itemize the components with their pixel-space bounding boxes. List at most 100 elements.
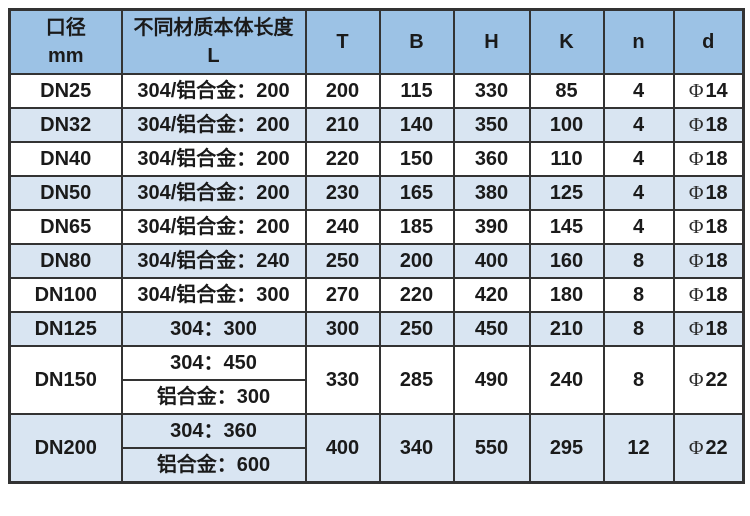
phi-value: 18 bbox=[705, 216, 728, 238]
cell-L: 304/铝合金：200 bbox=[120, 107, 307, 143]
cell-d: Φ 18 bbox=[672, 311, 745, 347]
cell-L: 304：450 bbox=[120, 345, 307, 381]
cell-T: 230 bbox=[304, 175, 381, 211]
cell-n: 4 bbox=[602, 141, 675, 177]
cell-L: 铝合金：600 bbox=[120, 447, 307, 484]
phi-symbol: Φ bbox=[688, 80, 704, 102]
cell-d: Φ 18 bbox=[672, 175, 745, 211]
cell-T: 210 bbox=[304, 107, 381, 143]
cell-K: 125 bbox=[528, 175, 605, 211]
cell-T: 400 bbox=[304, 413, 381, 484]
header-cell-d: d bbox=[672, 8, 745, 75]
cell-B: 285 bbox=[378, 345, 455, 415]
phi-value: 18 bbox=[705, 318, 728, 340]
table-row: DN40 304/铝合金：200 220 150 360 110 4 Φ 18 bbox=[8, 141, 745, 177]
header-label-line: L bbox=[207, 45, 220, 67]
header-cell-T: T bbox=[304, 8, 381, 75]
cell-L: 304/铝合金：240 bbox=[120, 243, 307, 279]
cell-B: 150 bbox=[378, 141, 455, 177]
cell-H: 360 bbox=[452, 141, 531, 177]
cell-H: 450 bbox=[452, 311, 531, 347]
header-label-line: 口径 bbox=[45, 16, 86, 39]
cell-L: 304/铝合金：200 bbox=[120, 141, 307, 177]
cell-d: Φ 18 bbox=[672, 107, 745, 143]
phi-value: 18 bbox=[705, 284, 728, 306]
phi-symbol: Φ bbox=[688, 148, 704, 170]
cell-L: 304：300 bbox=[120, 311, 307, 347]
phi-symbol: Φ bbox=[688, 182, 704, 204]
phi-value: 18 bbox=[705, 182, 728, 204]
table-row: DN125 304：300 300 250 450 210 8 Φ 18 bbox=[8, 311, 745, 347]
table-row: DN25 304/铝合金：200 200 115 330 85 4 Φ 14 bbox=[8, 73, 745, 109]
cell-K: 240 bbox=[528, 345, 605, 415]
cell-H: 490 bbox=[452, 345, 531, 415]
header-label-line: mm bbox=[47, 45, 84, 67]
header-label-line: B bbox=[409, 30, 424, 53]
header-label-line: d bbox=[702, 30, 715, 53]
cell-dn: DN40 bbox=[8, 141, 123, 177]
table-row: DN50 304/铝合金：200 230 165 380 125 4 Φ 18 bbox=[8, 175, 745, 211]
cell-n: 8 bbox=[602, 277, 675, 313]
cell-T: 250 bbox=[304, 243, 381, 279]
cell-K: 180 bbox=[528, 277, 605, 313]
cell-T: 240 bbox=[304, 209, 381, 245]
cell-H: 380 bbox=[452, 175, 531, 211]
header-label-line: 不同材质本体长度 bbox=[133, 16, 294, 39]
cell-dn: DN80 bbox=[8, 243, 123, 279]
cell-L: 304/铝合金：200 bbox=[120, 73, 307, 109]
table-body: DN25 304/铝合金：200 200 115 330 85 4 Φ 14 DN32 304/铝合… bbox=[8, 73, 745, 484]
cell-d: Φ 18 bbox=[672, 141, 745, 177]
phi-value: 18 bbox=[705, 148, 728, 170]
phi-symbol: Φ bbox=[688, 284, 704, 306]
phi-value: 22 bbox=[705, 437, 728, 459]
table-row: DN80 304/铝合金：240 250 200 400 160 8 Φ 18 bbox=[8, 243, 745, 279]
cell-n: 8 bbox=[602, 243, 675, 279]
cell-dn: DN50 bbox=[8, 175, 123, 211]
cell-H: 330 bbox=[452, 73, 531, 109]
cell-T: 300 bbox=[304, 311, 381, 347]
cell-K: 85 bbox=[528, 73, 605, 109]
cell-dn: DN32 bbox=[8, 107, 123, 143]
cell-n: 8 bbox=[602, 311, 675, 347]
table-row: DN150 304：450 330 285 490 240 8 Φ 22 bbox=[8, 345, 745, 415]
header-cell-B: B bbox=[378, 8, 455, 75]
cell-H: 350 bbox=[452, 107, 531, 143]
cell-dn: DN150 bbox=[8, 345, 123, 415]
cell-dn: DN100 bbox=[8, 277, 123, 313]
cell-d: Φ 14 bbox=[672, 73, 745, 109]
cell-dn: DN125 bbox=[8, 311, 123, 347]
cell-L: 304/铝合金：200 bbox=[120, 209, 307, 245]
cell-d: Φ 22 bbox=[672, 413, 745, 484]
header-cell-H: H bbox=[452, 8, 531, 75]
header-cell-L: 不同材质本体长度 L bbox=[120, 8, 307, 75]
cell-H: 550 bbox=[452, 413, 531, 484]
phi-symbol: Φ bbox=[688, 318, 704, 340]
header-cell-dn: 口径 mm bbox=[8, 8, 123, 75]
cell-d: Φ 18 bbox=[672, 243, 745, 279]
table-row: DN65 304/铝合金：200 240 185 390 145 4 Φ 18 bbox=[8, 209, 745, 245]
cell-B: 250 bbox=[378, 311, 455, 347]
cell-d: Φ 18 bbox=[672, 277, 745, 313]
phi-symbol: Φ bbox=[688, 216, 704, 238]
cell-B: 115 bbox=[378, 73, 455, 109]
cell-K: 160 bbox=[528, 243, 605, 279]
phi-value: 18 bbox=[705, 250, 728, 272]
table-row: DN200 304：360 400 340 550 295 12 Φ 22 bbox=[8, 413, 745, 484]
cell-K: 145 bbox=[528, 209, 605, 245]
cell-K: 295 bbox=[528, 413, 605, 484]
cell-n: 12 bbox=[602, 413, 675, 484]
cell-n: 4 bbox=[602, 107, 675, 143]
cell-d: Φ 18 bbox=[672, 209, 745, 245]
cell-B: 165 bbox=[378, 175, 455, 211]
cell-T: 200 bbox=[304, 73, 381, 109]
cell-d: Φ 22 bbox=[672, 345, 745, 415]
phi-value: 14 bbox=[705, 80, 728, 102]
cell-L: 铝合金：300 bbox=[120, 379, 307, 415]
cell-T: 330 bbox=[304, 345, 381, 415]
phi-value: 22 bbox=[705, 369, 728, 391]
cell-T: 270 bbox=[304, 277, 381, 313]
cell-T: 220 bbox=[304, 141, 381, 177]
header-cell-K: K bbox=[528, 8, 605, 75]
